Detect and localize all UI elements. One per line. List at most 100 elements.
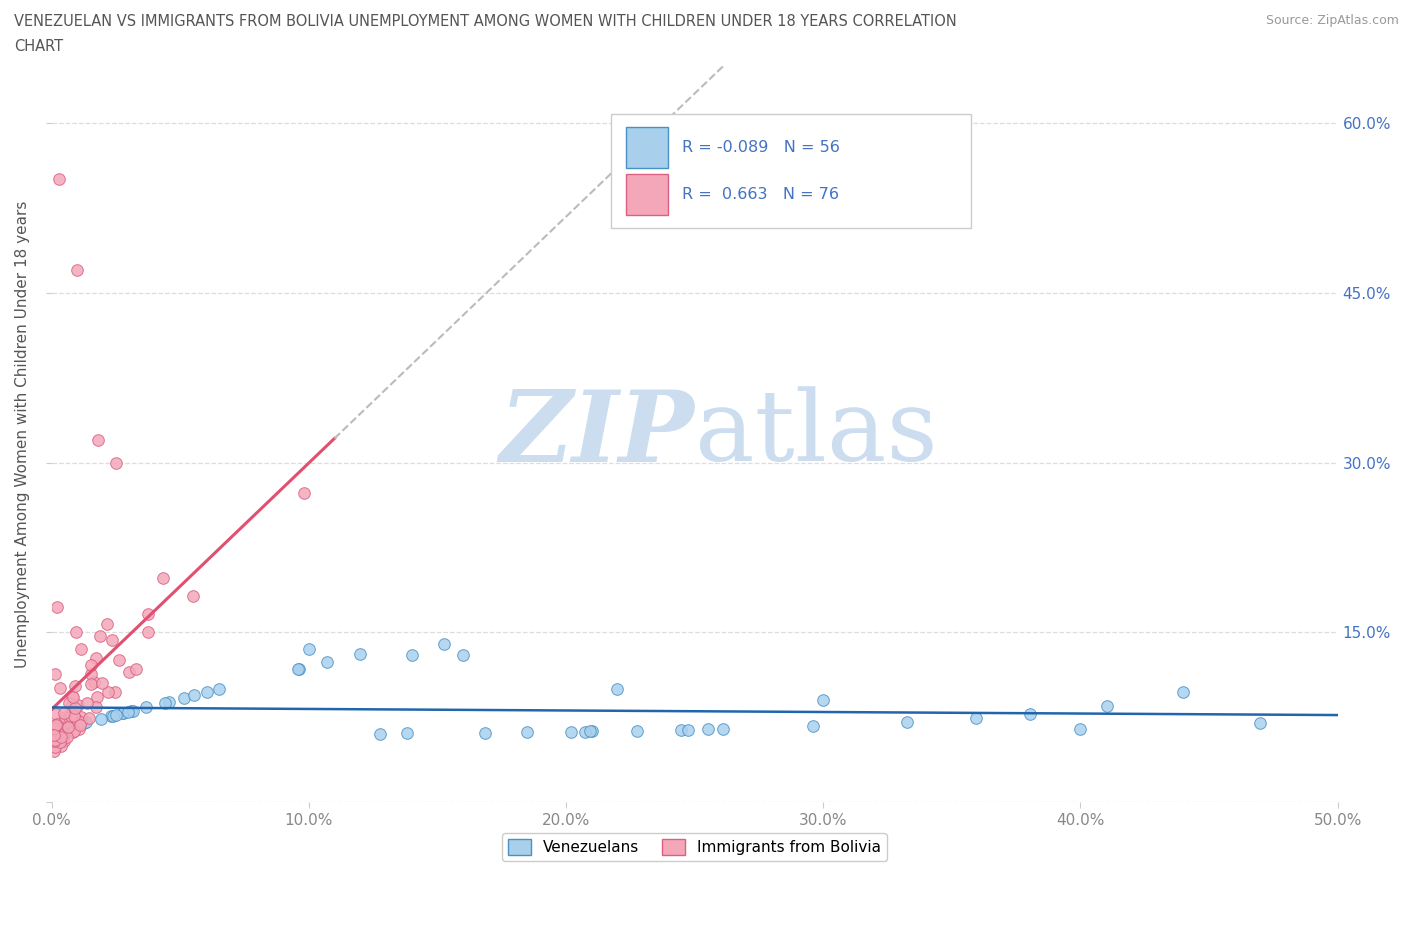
Point [65, 711, 87, 726]
Point [288, 662, 311, 677]
Point [581, 724, 603, 738]
Point [48, 722, 70, 737]
Point [46, 600, 69, 615]
Point [965, 711, 987, 725]
Point [84, 650, 107, 665]
Point [84, 699, 107, 714]
FancyBboxPatch shape [627, 127, 668, 167]
Point [574, 724, 596, 739]
Point [474, 725, 496, 740]
Point [111, 706, 134, 721]
Point [69, 710, 91, 724]
Point [117, 705, 139, 720]
Point [89, 629, 111, 644]
Point [45, 718, 67, 733]
Point [669, 723, 692, 737]
Point [48, 727, 70, 742]
Point [49, 681, 72, 696]
Point [136, 607, 159, 622]
Point [63, 724, 86, 738]
Point [79, 658, 101, 673]
Point [73, 715, 96, 730]
Point [55, 720, 77, 735]
Point [65, 700, 87, 715]
Text: CHART: CHART [14, 39, 63, 54]
Point [52, 705, 75, 720]
Point [48, 722, 70, 737]
Point [183, 688, 205, 703]
Point [86, 690, 108, 705]
Point [122, 703, 145, 718]
Point [1019, 707, 1042, 722]
FancyBboxPatch shape [612, 114, 972, 228]
Point [97, 684, 120, 699]
Point [112, 706, 135, 721]
Point [53, 710, 76, 724]
Point [62, 724, 84, 739]
Point [60, 709, 83, 724]
Point [100, 709, 122, 724]
Point [45, 718, 67, 733]
Point [811, 693, 834, 708]
Point [152, 570, 174, 585]
Text: ZIP: ZIP [499, 386, 695, 483]
Text: atlas: atlas [695, 386, 938, 482]
Point [42, 734, 65, 749]
Point [49, 738, 72, 753]
Point [62, 689, 84, 704]
Point [44, 666, 66, 681]
FancyBboxPatch shape [627, 175, 668, 215]
Y-axis label: Unemployment Among Women with Children Under 18 years: Unemployment Among Women with Children U… [15, 201, 30, 668]
Point [67, 698, 90, 712]
Point [55, 711, 77, 726]
Point [103, 708, 125, 723]
Point [58, 710, 80, 724]
Point [80, 677, 103, 692]
Point [155, 696, 177, 711]
Point [42, 733, 65, 748]
Point [578, 724, 600, 738]
Point [42, 728, 65, 743]
Point [195, 684, 218, 699]
Point [606, 682, 628, 697]
Point [42, 727, 65, 742]
Point [49, 730, 72, 745]
Point [125, 661, 148, 676]
Point [896, 714, 918, 729]
Point [105, 708, 128, 723]
Point [104, 455, 127, 470]
Point [55, 725, 77, 740]
Point [433, 636, 456, 651]
Point [173, 691, 195, 706]
Point [52, 727, 75, 742]
Point [58, 716, 80, 731]
Point [67, 717, 90, 732]
Point [59, 699, 82, 714]
Point [292, 485, 315, 500]
Point [63, 679, 86, 694]
Point [42, 720, 65, 735]
Point [69, 717, 91, 732]
Text: R =  0.663   N = 76: R = 0.663 N = 76 [682, 188, 839, 203]
Point [48, 172, 70, 187]
Point [66, 262, 89, 277]
Point [516, 724, 538, 739]
Point [90, 711, 112, 726]
Point [56, 730, 79, 745]
Point [42, 723, 65, 737]
Point [349, 646, 371, 661]
Point [803, 719, 825, 734]
Point [42, 743, 65, 758]
Point [80, 667, 103, 682]
Point [60, 688, 83, 703]
Point [52, 717, 75, 732]
Point [120, 704, 142, 719]
Point [135, 700, 157, 715]
Point [1095, 698, 1118, 713]
Point [316, 655, 339, 670]
Point [101, 632, 124, 647]
Point [136, 625, 159, 640]
Point [70, 641, 93, 656]
Point [96, 618, 118, 632]
Point [157, 695, 180, 710]
